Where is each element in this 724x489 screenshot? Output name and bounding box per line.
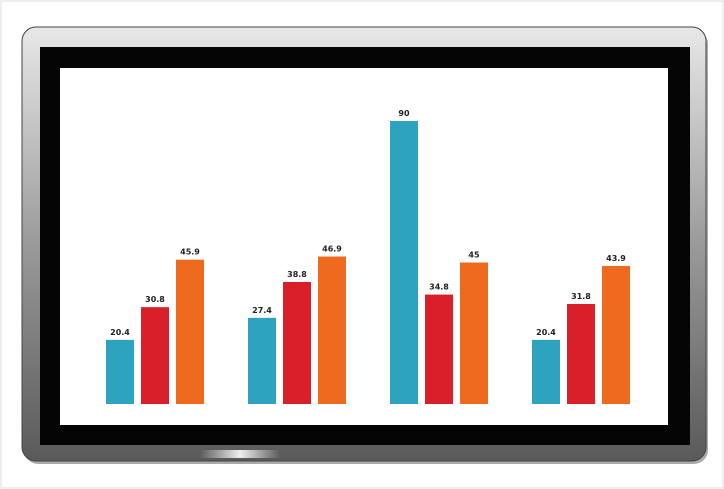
data-label: 20.4	[110, 328, 130, 337]
bar	[141, 307, 169, 404]
data-label: 34.8	[429, 283, 449, 292]
data-label: 20.4	[536, 328, 556, 337]
data-label: 46.9	[322, 245, 342, 254]
bar	[318, 256, 346, 404]
data-label: 90	[398, 109, 410, 118]
data-label: 43.9	[606, 254, 626, 263]
bar	[176, 259, 204, 404]
data-label: 27.4	[252, 306, 272, 315]
bar	[425, 294, 453, 404]
data-label: 45	[468, 251, 480, 260]
data-label: 38.8	[287, 270, 307, 279]
bar	[390, 121, 418, 404]
bar	[532, 339, 560, 404]
data-label: 30.8	[145, 295, 165, 304]
bar	[106, 339, 134, 404]
bar	[567, 304, 595, 404]
bar	[602, 265, 630, 404]
bar	[460, 262, 488, 404]
data-label: 31.8	[571, 292, 591, 301]
frame-highlight	[200, 450, 280, 458]
data-label: 45.9	[180, 248, 200, 257]
bar	[283, 281, 311, 404]
bar	[248, 317, 276, 404]
